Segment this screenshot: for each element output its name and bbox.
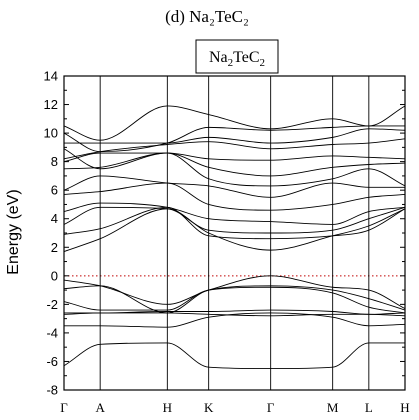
y-tick-label: 6 <box>51 183 58 198</box>
x-tick-label-H: H <box>400 400 409 415</box>
y-tick-label: 10 <box>44 126 58 141</box>
band-line-11 <box>64 202 405 225</box>
y-tick-label: 12 <box>44 97 58 112</box>
x-tick-label-Γ: Γ <box>60 400 68 415</box>
band-line-6 <box>64 285 405 314</box>
x-tick-label-Γ: Γ <box>267 400 275 415</box>
legend-label-mid: TeC <box>233 49 259 66</box>
y-tick-label: -4 <box>46 325 58 340</box>
x-tick-label-L: L <box>365 400 373 415</box>
band-line-12 <box>64 182 405 211</box>
band-line-1 <box>64 342 405 370</box>
band-line-14 <box>64 152 405 187</box>
y-tick-label: 14 <box>44 69 58 84</box>
x-tick-label-H: H <box>163 400 172 415</box>
legend-label-sub2: 2 <box>260 57 266 69</box>
band-line-8 <box>64 208 405 252</box>
legend-box <box>195 39 279 74</box>
legend-label-main: Na <box>209 49 228 66</box>
band-line-4 <box>64 309 405 315</box>
legend: Na2TeC2 <box>195 39 279 74</box>
band-line-17 <box>64 138 405 160</box>
y-tick-label: 2 <box>51 240 58 255</box>
band-line-16 <box>64 148 405 170</box>
legend-label-sub1: 2 <box>228 57 234 69</box>
x-tick-label-K: K <box>204 400 214 415</box>
band-line-20 <box>64 105 405 141</box>
band-line-7 <box>64 275 405 310</box>
band-line-18 <box>64 128 405 144</box>
plot-area: -8 -6 -4 -2 0 2 4 6 8 10 12 14 Γ A H K Γ M L H <box>44 69 410 416</box>
band-line-19 <box>64 125 405 153</box>
band-line-2 <box>64 312 405 328</box>
band-line-9 <box>64 206 405 240</box>
y-tick-label: 4 <box>51 211 58 226</box>
y-axis-label: Energy (eV) <box>5 189 22 274</box>
x-tick-label-A: A <box>95 400 105 415</box>
band-line-15 <box>64 152 405 177</box>
legend-label: Na2TeC2 <box>209 49 265 69</box>
y-tick-label: -6 <box>46 354 58 369</box>
y-tick-label: 0 <box>51 268 58 283</box>
y-tick-label: -8 <box>46 383 58 398</box>
y-tick-label: -2 <box>46 297 58 312</box>
chart-title: (d) Na₂TeC₂ <box>165 7 249 26</box>
x-tick-label-M: M <box>327 400 339 415</box>
band-line-13 <box>64 175 405 198</box>
y-tick-label: 8 <box>51 154 58 169</box>
band-line-10 <box>64 206 405 234</box>
band-line-5 <box>64 286 405 314</box>
